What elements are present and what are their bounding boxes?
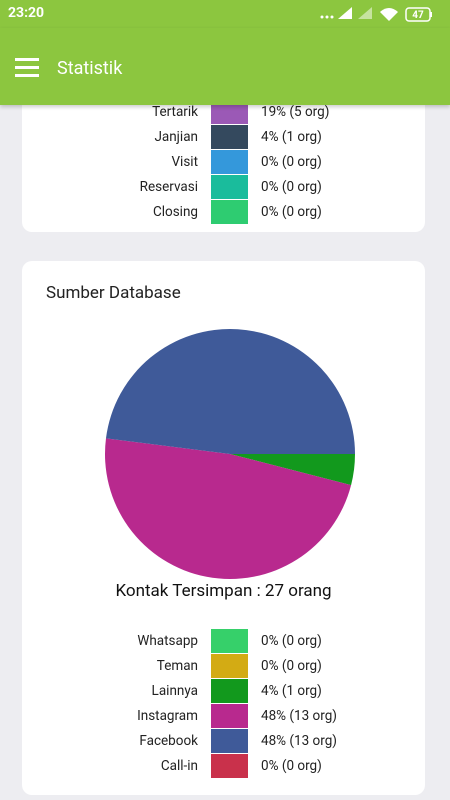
legend-swatch (211, 125, 248, 149)
legend-value: 4% (1 org) (261, 129, 322, 145)
legend-swatch (211, 754, 248, 778)
legend-row: Facebook 48% (13 org) (22, 729, 425, 754)
legend-row: Instagram 48% (13 org) (22, 704, 425, 729)
legend-value: 0% (0 org) (261, 179, 322, 195)
legend-swatch (211, 105, 248, 124)
legend-row: Janjian 4% (1 org) (22, 125, 425, 150)
legend-swatch (211, 679, 248, 703)
legend-row: Call-in 0% (0 org) (22, 754, 425, 779)
clock: 23:20 (8, 5, 45, 21)
legend-label: Lainnya (151, 683, 198, 699)
legend-swatch (211, 629, 248, 653)
legend-label: Instagram (137, 708, 198, 724)
chart-caption: Kontak Tersimpan : 27 orang (115, 581, 332, 601)
legend-row: Visit 0% (0 org) (22, 150, 425, 175)
legend-swatch (211, 729, 248, 753)
legend-swatch (211, 175, 248, 199)
legend-label: Janjian (154, 129, 198, 145)
legend-row: Teman 0% (0 org) (22, 654, 425, 679)
status-icons: 47 (320, 7, 432, 22)
legend-value: 0% (0 org) (261, 633, 322, 649)
legend-row: Closing 0% (0 org) (22, 200, 425, 225)
pie-slice (105, 329, 356, 454)
menu-button[interactable] (15, 58, 41, 78)
legend-label: Visit (171, 154, 198, 170)
legend-value: 48% (13 org) (261, 733, 337, 749)
legend-value: 19% (5 org) (261, 105, 330, 120)
legend-value: 0% (0 org) (261, 658, 322, 674)
legend-value: 4% (1 org) (261, 683, 322, 699)
legend-row: Lainnya 4% (1 org) (22, 679, 425, 704)
pie-slice (104, 438, 352, 580)
legend-swatch (211, 704, 248, 728)
legend-label: Tertarik (152, 105, 198, 120)
legend-label: Teman (156, 658, 198, 674)
legend-label: Closing (152, 204, 198, 220)
card: Sumber Database Kontak Tersimpan : 27 or… (22, 261, 425, 795)
pie-slice (230, 454, 355, 486)
battery-level: 47 (412, 10, 424, 21)
legend-swatch (211, 654, 248, 678)
legend-swatch (211, 200, 248, 224)
app-bar: Statistik (0, 28, 450, 105)
content: Tertarik 19% (5 org) Janjian 4% (1 org) Visi… (0, 105, 450, 800)
legend-swatch (211, 150, 248, 174)
legend-value: 0% (0 org) (261, 154, 322, 170)
legend-row: Tertarik 19% (5 org) (22, 105, 425, 125)
legend-value: 0% (0 org) (261, 758, 322, 774)
card: Tertarik 19% (5 org) Janjian 4% (1 org) Visi… (22, 105, 425, 232)
legend-value: 0% (0 org) (261, 204, 322, 220)
legend-label: Reservasi (139, 179, 198, 195)
chart-title: Sumber Database (46, 283, 181, 303)
status-bar: 23:20 47 (0, 0, 450, 28)
pie-chart (104, 329, 356, 580)
legend-label: Whatsapp (137, 633, 198, 649)
legend-label: Facebook (139, 733, 198, 749)
app-title: Statistik (57, 58, 123, 79)
legend-label: Call-in (160, 758, 198, 774)
legend-row: Whatsapp 0% (0 org) (22, 629, 425, 654)
legend-row: Reservasi 0% (0 org) (22, 175, 425, 200)
legend-value: 48% (13 org) (261, 708, 337, 724)
